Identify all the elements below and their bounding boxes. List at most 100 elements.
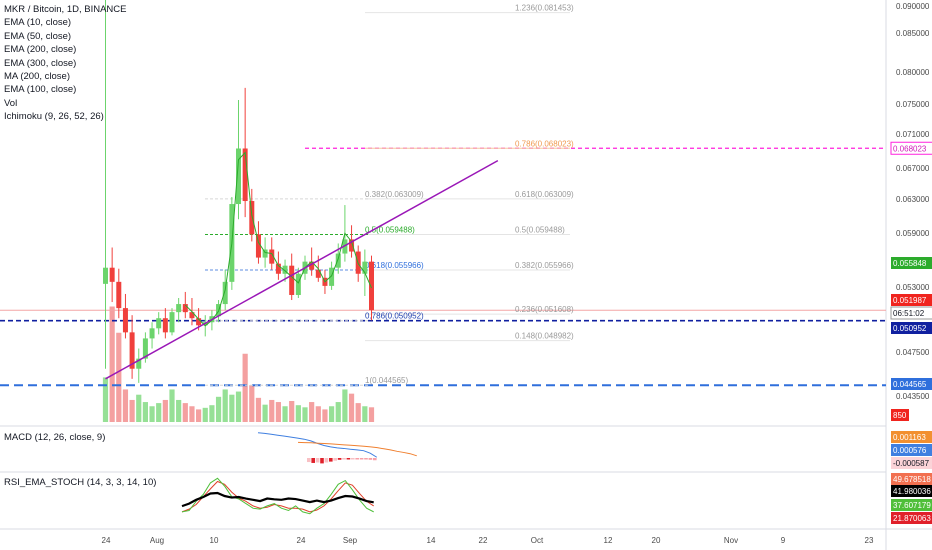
time-tick-label: 10 bbox=[210, 536, 219, 545]
candle-body bbox=[162, 318, 168, 333]
rsi-label[interactable]: RSI_EMA_STOCH (14, 3, 3, 14, 10) bbox=[4, 477, 157, 488]
macd-histogram-bar bbox=[355, 458, 359, 460]
candle-body bbox=[109, 267, 115, 282]
macd-histogram-bar bbox=[324, 458, 329, 463]
volume-bars bbox=[102, 306, 375, 422]
macd-histogram-bar bbox=[315, 458, 320, 463]
candle-body bbox=[156, 318, 162, 329]
volume-bar bbox=[348, 393, 355, 422]
candle-body bbox=[255, 234, 261, 258]
horizontal-levels bbox=[0, 147, 886, 387]
volume-bar bbox=[262, 404, 268, 422]
fib-label: 0.148(0.048982) bbox=[515, 332, 574, 341]
macd-label[interactable]: MACD (12, 26, close, 9) bbox=[4, 432, 106, 443]
time-tick-label: 22 bbox=[479, 536, 488, 545]
time-axis[interactable]: 24 Aug 10 24 Sep 14 22 Oct 12 20 Nov 9 23 bbox=[102, 536, 874, 545]
macd-histogram-bar bbox=[368, 458, 373, 460]
indicator-ema100[interactable]: EMA (100, close) bbox=[4, 84, 77, 96]
price-tag-label: 37.607179 bbox=[893, 501, 931, 510]
candle-body bbox=[315, 269, 321, 278]
price-tick-label: 0.043500 bbox=[896, 392, 930, 401]
inner-fib-label: 0.5(0.059488) bbox=[365, 225, 415, 234]
candle-body bbox=[176, 304, 182, 313]
ichimoku-line bbox=[184, 151, 372, 327]
volume-bar bbox=[355, 403, 361, 422]
volume-bar bbox=[189, 406, 195, 422]
macd-histogram-bar bbox=[311, 458, 315, 463]
volume-bar bbox=[368, 407, 375, 422]
candle-body bbox=[149, 328, 155, 339]
price-tag-label: 850 bbox=[893, 411, 907, 420]
candle-body bbox=[362, 261, 368, 274]
indicator-ema300[interactable]: EMA (300, close) bbox=[4, 57, 77, 69]
price-tick-label: 0.080000 bbox=[896, 68, 930, 77]
volume-bar bbox=[242, 353, 248, 422]
candle-body bbox=[329, 267, 335, 286]
volume-bar bbox=[335, 402, 341, 422]
indicator-ichimoku[interactable]: Ichimoku (9, 26, 52, 26) bbox=[4, 111, 104, 123]
price-tick-label: 0.063000 bbox=[896, 195, 930, 204]
indicator-ema50[interactable]: EMA (50, close) bbox=[4, 30, 72, 42]
volume-bar bbox=[142, 402, 148, 422]
price-tag bbox=[891, 409, 909, 421]
inner-fib-label: 0.618(0.055966) bbox=[365, 261, 424, 270]
candles bbox=[103, 0, 374, 383]
price-tag-label: 49.678518 bbox=[893, 475, 931, 484]
candle-body bbox=[142, 338, 148, 359]
time-tick-label: Aug bbox=[150, 536, 164, 545]
volume-bar bbox=[202, 407, 208, 422]
time-tick-label: 14 bbox=[427, 536, 436, 545]
candle-body bbox=[269, 249, 275, 264]
macd-histogram-bar bbox=[373, 458, 377, 461]
macd-pane bbox=[257, 432, 417, 464]
chart-title[interactable]: MKR / Bitcoin, 1D, BINANCE bbox=[4, 4, 127, 15]
indicator-ema10[interactable]: EMA (10, close) bbox=[4, 17, 72, 29]
price-tag-label: 0.000576 bbox=[893, 446, 927, 455]
volume-bar bbox=[309, 402, 315, 422]
candle-body bbox=[103, 267, 108, 284]
volume-bar bbox=[269, 399, 275, 422]
volume-bar bbox=[102, 377, 109, 422]
candle-body bbox=[182, 304, 188, 313]
candle-body bbox=[222, 281, 228, 305]
trend-line-layer[interactable] bbox=[105, 159, 499, 380]
price-axis[interactable]: 0.090000 0.085000 0.080000 0.075000 0.071000… bbox=[890, 0, 932, 524]
volume-bar bbox=[275, 402, 281, 422]
price-tag-label: 41.980036 bbox=[893, 487, 931, 496]
macd-histogram-bar bbox=[333, 458, 337, 461]
fibonacci-levels: 1.382(0.085811)1.236(0.081453)0.786(0.06… bbox=[205, 4, 574, 386]
price-tag bbox=[891, 257, 932, 269]
stoch-k-line bbox=[181, 477, 374, 515]
candle-body bbox=[129, 332, 135, 369]
fib-label: 0.618(0.063009) bbox=[515, 190, 574, 199]
time-tick-label: Sep bbox=[343, 536, 358, 545]
price-tag-label: 0.068023 bbox=[893, 144, 927, 153]
macd-line bbox=[257, 432, 378, 458]
price-tag bbox=[891, 444, 932, 456]
volume-bar bbox=[162, 399, 168, 422]
candle-body bbox=[282, 265, 288, 274]
price-tag-label: 0.044565 bbox=[893, 380, 927, 389]
volume-bar bbox=[136, 394, 142, 422]
indicator-ma200[interactable]: MA (200, close) bbox=[4, 71, 70, 83]
macd-histogram-bar bbox=[320, 458, 324, 464]
indicator-legend: MKR / Bitcoin, 1D, BINANCE EMA (10, clos… bbox=[4, 3, 126, 124]
inner-fib-label: 0.786(0.050952) bbox=[365, 312, 424, 321]
time-tick-label: 24 bbox=[297, 536, 306, 545]
macd-histogram-bar bbox=[337, 458, 342, 460]
candle-body bbox=[242, 148, 248, 202]
volume-bar bbox=[235, 391, 242, 422]
indicator-vol[interactable]: Vol bbox=[4, 97, 18, 109]
trend-line bbox=[105, 159, 499, 380]
volume-bar bbox=[215, 396, 222, 422]
macd-signal-line bbox=[297, 441, 417, 457]
price-tag bbox=[891, 431, 932, 443]
candle-body bbox=[136, 358, 142, 369]
volume-bar bbox=[196, 409, 202, 422]
price-tag bbox=[891, 512, 932, 524]
indicator-ema200[interactable]: EMA (200, close) bbox=[4, 44, 77, 56]
price-tick-label: 0.085000 bbox=[896, 29, 930, 38]
volume-bar bbox=[282, 406, 288, 422]
